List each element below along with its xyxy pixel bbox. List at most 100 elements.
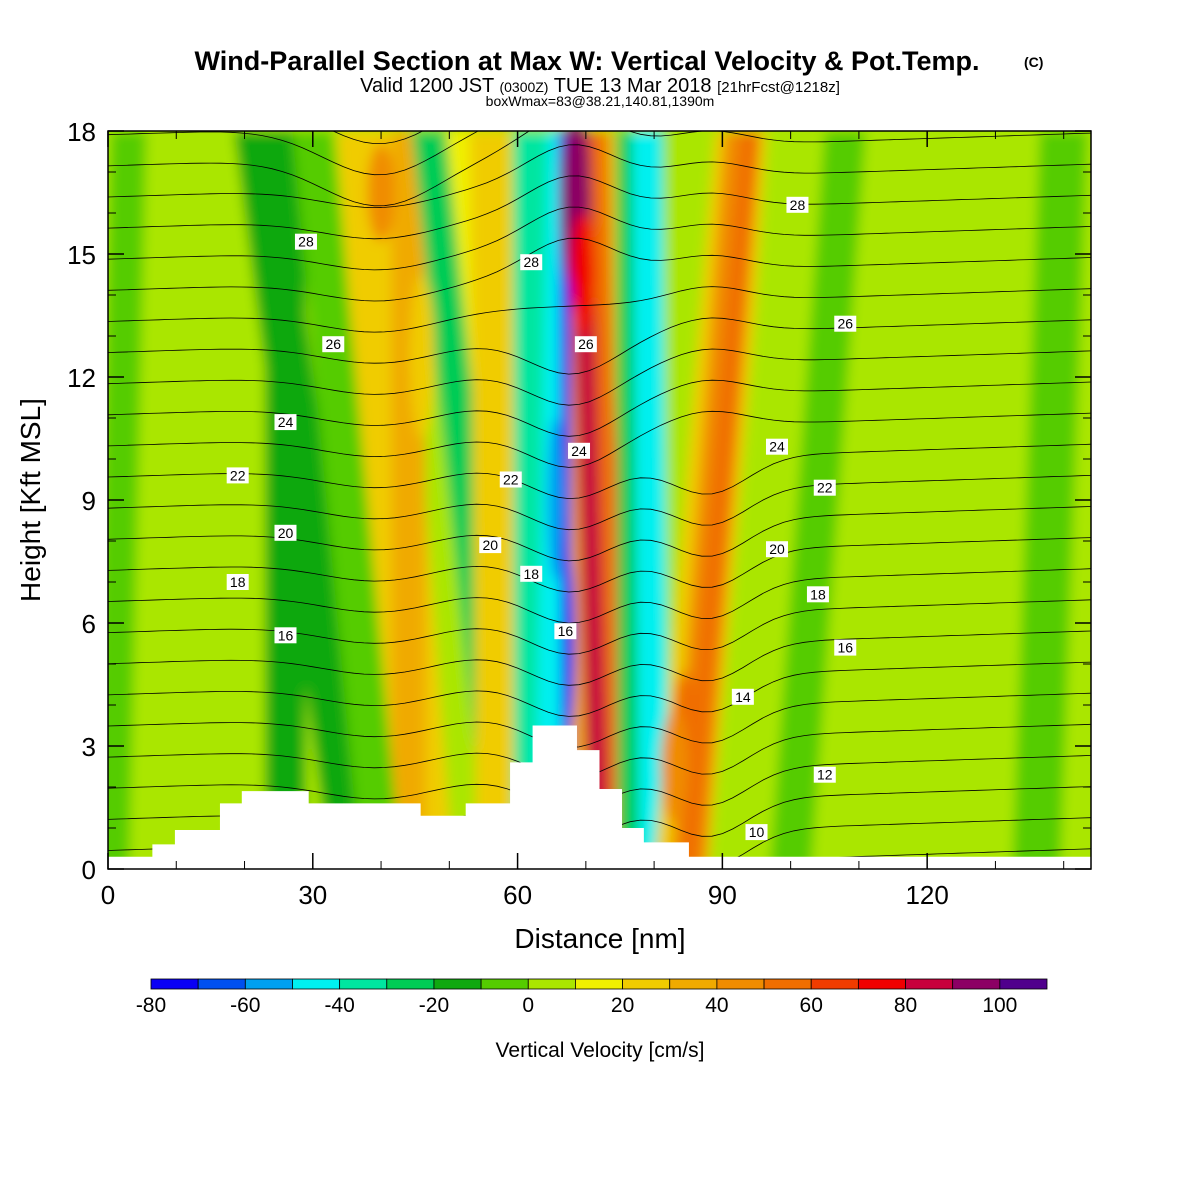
contour-label-box <box>479 537 502 554</box>
colorbar-tick-label: 40 <box>705 994 728 1017</box>
contour-label-text: 16 <box>278 627 294 643</box>
y-tick-label: 9 <box>82 486 96 516</box>
theta-contour <box>108 443 1091 500</box>
colorbar-swatch <box>952 978 1001 990</box>
colorbar-swatch <box>669 978 718 990</box>
velocity-band <box>159 131 262 869</box>
forecast-info: [21hrFcst@1218z] <box>717 79 840 96</box>
contour-label: 28 <box>520 254 543 271</box>
theta-contour <box>332 131 424 145</box>
contour-label: 26 <box>574 336 597 353</box>
chart-subtitle: Valid 1200 JST (0300Z) TUE 13 Mar 2018 [… <box>360 75 840 97</box>
contour-label-box <box>226 574 249 590</box>
terrain <box>108 725 1091 869</box>
theta-contour <box>108 144 1091 209</box>
contour-label-box <box>274 627 297 644</box>
contour-label-text: 24 <box>278 414 294 430</box>
colorbar-swatch <box>763 978 812 990</box>
box-wmax-label: boxWmax=83@38.21,140.81,1390m <box>486 93 715 109</box>
theta-contour <box>108 206 1091 271</box>
contour-label-box <box>274 524 297 541</box>
contour-label-text: 28 <box>298 234 314 250</box>
theta-contour <box>108 661 1091 717</box>
contour-label-box <box>226 467 249 484</box>
copyright-mark: (C) <box>1024 54 1043 70</box>
velocity-core <box>562 553 575 734</box>
x-axis: 0 30 60 90 120 <box>101 131 1065 910</box>
contour-label-text: 20 <box>482 537 498 553</box>
theta-contour <box>108 131 479 176</box>
theta-contour <box>364 111 395 113</box>
contour-label-box <box>806 586 829 603</box>
contour-label-text: 10 <box>749 824 765 840</box>
colorbar-swatch <box>622 978 671 990</box>
contour-label-text: 22 <box>230 467 246 483</box>
contour-label: 16 <box>274 627 297 644</box>
colorbar-tick-label: -40 <box>324 994 354 1017</box>
contour-label-box <box>834 639 857 656</box>
contour-label-box <box>731 688 754 705</box>
x-tick-label: 90 <box>708 880 737 910</box>
theta-contour <box>108 506 1091 562</box>
velocity-band <box>469 131 518 869</box>
colorbar-swatch <box>292 978 341 990</box>
contour-label-box <box>520 565 543 582</box>
contour-label-text: 26 <box>578 336 594 352</box>
contour-label: 24 <box>568 442 591 459</box>
contour-label: 14 <box>731 688 754 705</box>
contour-labels: 28 28 28 26 26 26 24 24 24 22 22 22 20 20 20 18 18 18 16 16… <box>226 196 857 841</box>
contour-label-box <box>834 315 857 332</box>
valid-date: TUE 13 Mar 2018 <box>554 75 712 97</box>
colorbar-swatch <box>386 978 435 990</box>
theta-contour <box>108 630 1091 686</box>
theta-contour <box>108 237 1091 302</box>
colorbar-swatch <box>810 978 859 990</box>
y-tick-label: 18 <box>67 117 96 147</box>
x-axis-label: Distance [nm] <box>514 923 685 954</box>
colorbar-tick-label: -80 <box>136 994 166 1017</box>
colorbar-swatch <box>575 978 623 990</box>
velocity-band <box>1012 131 1088 869</box>
contour-label: 18 <box>806 586 829 603</box>
contour-label: 20 <box>479 537 502 554</box>
contour-label-box <box>322 336 345 353</box>
contour-label-box <box>813 766 836 783</box>
contour-label-text: 20 <box>769 541 785 557</box>
contour-label: 10 <box>745 824 768 841</box>
colorbar-tick-label: -60 <box>230 994 260 1017</box>
contour-label-text: 16 <box>558 623 574 639</box>
velocity-band <box>108 131 147 869</box>
contour-label: 16 <box>554 623 577 640</box>
colorbar-swatch <box>197 978 246 990</box>
colorbar-swatch <box>433 978 482 990</box>
colorbar-tick-label: 60 <box>800 994 823 1017</box>
velocity-band <box>770 131 866 869</box>
theta-contour <box>108 568 1091 624</box>
colorbar-labels: -80 -60 -40 -20 0 20 40 60 80 100 <box>136 994 1018 1017</box>
colorbar-tick-label: 20 <box>611 994 634 1017</box>
contour-label-text: 12 <box>817 767 833 783</box>
colorbar-swatch <box>339 978 388 990</box>
colorbar-swatch <box>857 978 906 990</box>
colorbar-title: Vertical Velocity [cm/s] <box>496 1039 705 1062</box>
contour-label-text: 18 <box>230 574 246 590</box>
velocity-band <box>718 131 815 869</box>
contour-label: 28 <box>294 233 317 250</box>
plot-area: 28 28 28 26 26 26 24 24 24 22 22 22 20 20 20 18 18 18 16 16… <box>108 111 1091 869</box>
contour-label: 20 <box>765 541 788 558</box>
y-tick-label: 3 <box>82 732 96 762</box>
colorbar <box>150 978 1048 990</box>
contour-label-text: 18 <box>810 586 826 602</box>
colorbar-tick-label: 100 <box>982 994 1017 1017</box>
colorbar-swatch <box>716 978 765 990</box>
contour-label-text: 28 <box>790 197 806 213</box>
contour-label-box <box>294 233 317 250</box>
colorbar-swatch <box>150 978 199 990</box>
colorbar-swatch <box>480 978 529 990</box>
contour-label-text: 22 <box>817 480 833 496</box>
colorbar-tick-label: 80 <box>894 994 917 1017</box>
velocity-band <box>679 131 759 869</box>
theta-contour <box>108 692 1091 749</box>
colorbar-swatch <box>244 978 293 990</box>
velocity-core <box>409 274 435 439</box>
